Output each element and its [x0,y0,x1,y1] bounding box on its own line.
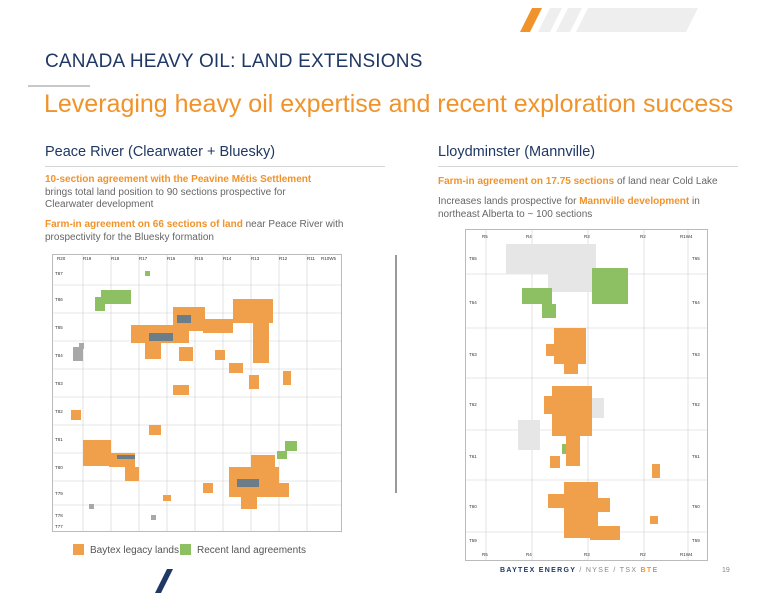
footer-ticker: BTE [640,567,659,574]
map-label: T64 [469,300,477,305]
peace-river-map-graphic: R20 R19 R18 R17 R16 R15 R14 R13 R12 R11 … [53,255,341,531]
peace-river-p2-highlight: Farm-in agreement on 66 sections of land [45,219,243,230]
lloydminster-map-side-labels: T65 T64 T63 T62 T61 T60 T59 T65 T64 T63 … [469,256,700,543]
map-label: T62 [469,402,477,407]
map-label: R4 [526,552,532,557]
map-label: T60 [469,504,477,509]
map-label: T84 [55,353,63,358]
map-label: R2 [640,552,646,557]
map-label: R20 [57,256,66,261]
title-underline [28,85,90,87]
map-label: R12 [279,256,288,261]
lloydminster-map-bottom-labels: R5 R4 R3 R2 R1W4 [482,552,693,557]
lloydminster-paragraph-1: Farm-in agreement on 17.75 sections of l… [438,176,738,189]
column-divider [395,255,397,493]
map-label: T60 [692,504,700,509]
map-label: R13 [251,256,260,261]
map-label: T65 [692,256,700,261]
peace-river-title-underline [45,166,385,167]
peace-river-p1-highlight: 10-section agreement with the Peavine Mé… [45,174,312,185]
map-label: T63 [469,352,477,357]
map-label: T61 [469,454,477,459]
map-label: R18 [111,256,120,261]
map-label: T77 [55,524,63,529]
map-label: R17 [139,256,148,261]
map-label: R5 [482,552,488,557]
map-label: R3 [584,552,590,557]
lloydminster-title-underline [438,166,738,167]
legend-legacy-lands: Baytex legacy lands [73,544,179,556]
lloydminster-p1-highlight: Farm-in agreement on 17.75 sections [438,176,615,187]
map-label: R5 [482,234,488,239]
page-headline: Leveraging heavy oil expertise and recen… [44,90,734,118]
map-label: T83 [55,381,63,386]
map-label: R10W5 [321,256,337,261]
map-label: T59 [469,538,477,543]
map-label: R3 [584,234,590,239]
lloydminster-map-graphic: R5 R4 R3 R2 R1W4 R5 R4 R3 R2 R1W4 T65 T6… [466,230,707,560]
lloydminster-p2-pre: Increases lands prospective for [438,196,580,207]
map-label: R2 [640,234,646,239]
map-label: R11 [307,256,315,261]
lloydminster-p2-highlight: Mannville development [579,196,690,207]
peace-river-paragraph-1: 10-section agreement with the Peavine Mé… [45,174,335,212]
map-label: T59 [692,538,700,543]
section-title: CANADA HEAVY OIL: LAND EXTENSIONS [45,51,423,72]
page-number: 19 [722,567,730,574]
peace-river-map-side-labels: T87 T86 T85 T84 T83 T82 T81 T80 T79 T78 … [55,271,63,529]
map-label: T85 [55,325,63,330]
peace-river-title: Peace River (Clearwater + Bluesky) [45,144,276,160]
map-label: R1W4 [680,552,693,557]
peace-river-p1-text: brings total land position to 90 section… [45,186,286,211]
lloydminster-map-top-labels: R5 R4 R3 R2 R1W4 [482,234,693,239]
peace-river-p2-text: near Peace River with prospectivity for … [45,219,344,243]
legend-legacy-label: Baytex legacy lands [90,545,179,556]
lloydminster-land-map: R5 R4 R3 R2 R1W4 R5 R4 R3 R2 R1W4 T65 T6… [465,229,708,561]
map-label: R16 [167,256,176,261]
decorative-stripes-graphic [520,8,698,32]
legacy-lands-swatch [73,544,84,555]
peace-river-paragraph-2: Farm-in agreement on 66 sections of land… [45,219,355,244]
map-label: T80 [55,465,63,470]
map-label: T82 [55,409,63,414]
lloydminster-title: Lloydminster (Mannville) [438,144,596,160]
peace-river-map-top-labels: R20 R19 R18 R17 R16 R15 R14 R13 R12 R11 … [57,256,337,261]
legend-recent-agreements: Recent land agreements [180,544,306,556]
map-label: T81 [55,437,63,442]
recent-agreements-swatch [180,544,191,555]
map-label: R19 [83,256,92,261]
decorative-slash-graphic [155,569,173,593]
map-label: T61 [692,454,700,459]
footer-exchanges: / NYSE / TSX [576,567,641,574]
map-label: R14 [223,256,232,261]
map-label: T79 [55,491,63,496]
footer-brand: BAYTEX ENERGY [500,567,577,574]
map-label: T64 [692,300,700,305]
map-label: R15 [195,256,204,261]
lloydminster-p2-text: in northeast Alberta to ~ 100 sections [438,196,700,220]
map-label: R1W4 [680,234,693,239]
lloydminster-p1-text: of land near Cold Lake [614,176,718,187]
lloydminster-paragraph-2: Increases lands prospective for Mannvill… [438,196,728,221]
map-label: T62 [692,402,700,407]
map-label: T87 [55,271,63,276]
legend-recent-label: Recent land agreements [197,545,306,556]
map-label: R4 [526,234,532,239]
footer-brand-line: BAYTEX ENERGY / NYSE / TSX BTE [500,567,658,574]
map-label: T65 [469,256,477,261]
map-label: T78 [55,513,63,518]
peace-river-land-map: R20 R19 R18 R17 R16 R15 R14 R13 R12 R11 … [52,254,342,532]
map-label: T86 [55,297,63,302]
map-label: T63 [692,352,700,357]
